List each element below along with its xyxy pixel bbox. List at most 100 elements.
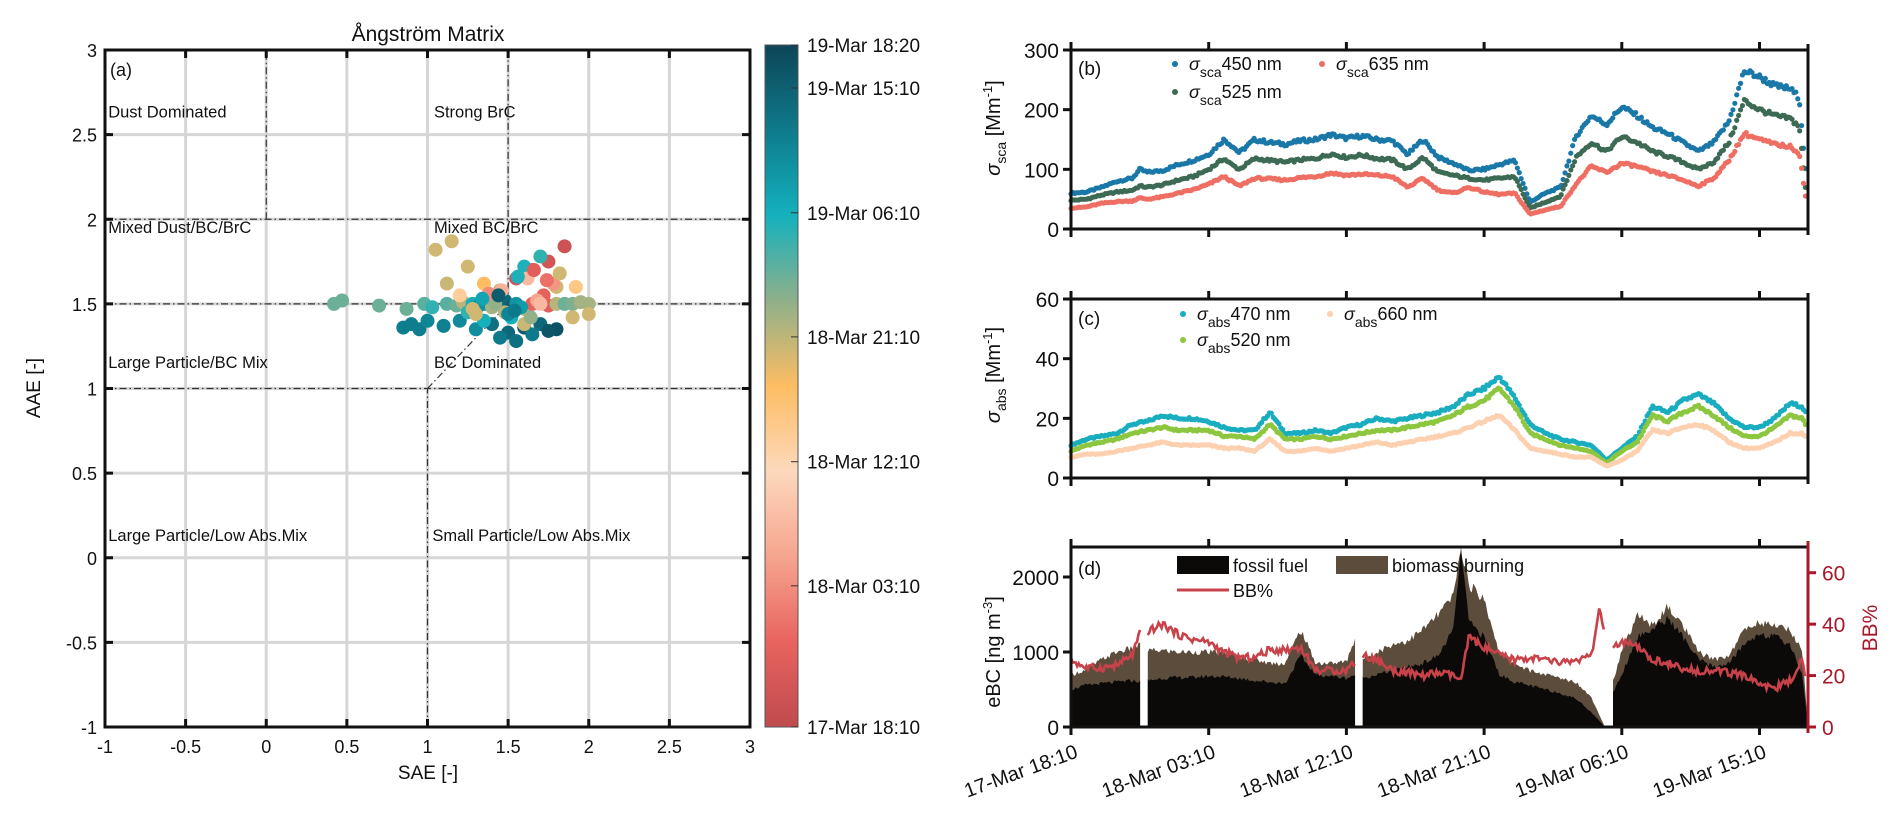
data-point <box>1564 163 1570 169</box>
x-tick-label: 18-Mar 21:10 <box>1374 741 1493 802</box>
data-point <box>1726 140 1732 146</box>
data-point <box>1512 160 1519 166</box>
x-tick-label: 17-Mar 18:10 <box>961 741 1080 802</box>
data-point <box>1638 114 1644 120</box>
data-point <box>581 307 596 322</box>
data-point <box>335 293 350 308</box>
data-point <box>509 334 524 349</box>
legend-swatch-fossil-fuel <box>1177 556 1229 574</box>
legend-entry: σsca450 nm <box>1189 54 1282 80</box>
data-point <box>428 242 443 257</box>
data-point <box>1737 107 1744 113</box>
legend-swatch-biomass-burning <box>1336 556 1388 574</box>
data-point <box>1520 191 1526 197</box>
svg-text:σsca [Mm-1]: σsca [Mm-1] <box>980 80 1009 175</box>
y-tick-label: 0.5 <box>72 464 97 484</box>
y2-tick-label: 60 <box>1822 563 1845 586</box>
colorbar <box>764 44 799 728</box>
legend-marker <box>1172 61 1178 67</box>
data-point <box>491 288 506 303</box>
y-tick-label: 20 <box>1036 408 1059 431</box>
data-point <box>1726 158 1732 164</box>
data-point <box>1749 69 1755 76</box>
region-label: Mixed BC/BrC <box>434 219 539 237</box>
x-tick-label: 0 <box>261 737 271 757</box>
x-tick-label: -0.5 <box>170 737 201 757</box>
legend-entry: fossil fuel <box>1233 556 1308 576</box>
data-point <box>1514 407 1520 413</box>
region-label: Dust Dominated <box>108 104 226 122</box>
region-label: Large Particle/Low Abs.Mix <box>108 527 308 545</box>
legend-entry: biomass burning <box>1392 556 1524 576</box>
data-point <box>465 301 480 316</box>
stacked-areas <box>1071 547 1808 727</box>
y-tick-label: 2.5 <box>72 126 97 146</box>
data-point <box>1726 118 1732 124</box>
x-axis-label: SAE [-] <box>398 763 458 784</box>
x-tick-label: 0.5 <box>334 737 359 757</box>
legend-marker <box>1327 311 1333 317</box>
legend-marker <box>1180 311 1186 317</box>
colorbar-tick-label: 17-Mar 18:10 <box>807 718 920 739</box>
x-tick-label: 19-Mar 06:10 <box>1512 741 1631 802</box>
data-point <box>1736 85 1742 91</box>
data-point <box>1734 92 1740 98</box>
data-point <box>1737 80 1744 86</box>
data-point <box>541 323 556 338</box>
data-point <box>1503 381 1509 387</box>
data-point <box>1732 148 1738 155</box>
data-point <box>1795 96 1801 102</box>
data-point <box>1562 170 1568 176</box>
colorbar-tick-label: 19-Mar 06:10 <box>807 204 920 225</box>
data-point <box>507 303 522 318</box>
data-point <box>372 298 387 313</box>
legend-entry: σabs520 nm <box>1197 330 1290 356</box>
data-point <box>526 263 541 278</box>
data-point <box>1800 417 1807 423</box>
svg-text:σabs [Mm-1]: σabs [Mm-1] <box>980 327 1009 423</box>
data-point <box>399 301 414 316</box>
data-point <box>1570 143 1576 149</box>
region-label: Large Particle/BC Mix <box>108 354 268 372</box>
svg-text:eBC [ng m-3]: eBC [ng m-3] <box>980 596 1005 708</box>
y-tick-label: 1.5 <box>72 295 97 315</box>
panel-label: (b) <box>1078 59 1101 80</box>
data-point <box>533 249 548 264</box>
data-point <box>1518 414 1524 420</box>
y-tick-label: 0 <box>1047 468 1059 491</box>
panel-label: (d) <box>1078 559 1101 580</box>
panel-d-ebc: 0 1000 2000 0 20 40 60 17-Mar 18:10 18-Mar 03:10… <box>961 539 1882 802</box>
data-point <box>1585 118 1591 124</box>
region-label: Strong BrC <box>434 104 516 122</box>
y-tick-label: 40 <box>1036 349 1059 372</box>
data-point <box>1743 130 1749 136</box>
data-point <box>436 318 451 333</box>
data-point <box>539 273 554 288</box>
data-point <box>525 327 540 342</box>
data-point <box>1734 117 1740 123</box>
data-point <box>1640 428 1646 434</box>
y-tick-label: 0 <box>1047 717 1059 740</box>
data-point <box>1570 163 1576 169</box>
chart-title: Ångström Matrix <box>352 23 505 46</box>
x-axis-ticks: -1 -0.5 0 0.5 1 1.5 2 2.5 3 <box>97 50 755 757</box>
fossil-fuel-area <box>1071 547 1808 727</box>
y2-tick-label: 0 <box>1822 717 1834 740</box>
y-tick-label: 60 <box>1036 289 1059 312</box>
data-point <box>1571 159 1578 165</box>
data-point <box>1520 180 1526 187</box>
data-point <box>1720 127 1726 133</box>
legend-marker <box>1172 89 1178 95</box>
region-label: Mixed Dust/BC/BrC <box>108 219 251 237</box>
scatter-points <box>1068 68 1808 217</box>
y-tick-label: 200 <box>1024 100 1059 123</box>
x-tick-label: 3 <box>745 737 755 757</box>
data-point <box>1634 439 1641 445</box>
data-point <box>1797 102 1803 108</box>
legend-entry: σabs660 nm <box>1344 304 1437 330</box>
data-point <box>1797 128 1803 134</box>
data-point <box>425 300 440 315</box>
data-point <box>1497 375 1503 381</box>
data-point <box>1797 153 1803 160</box>
